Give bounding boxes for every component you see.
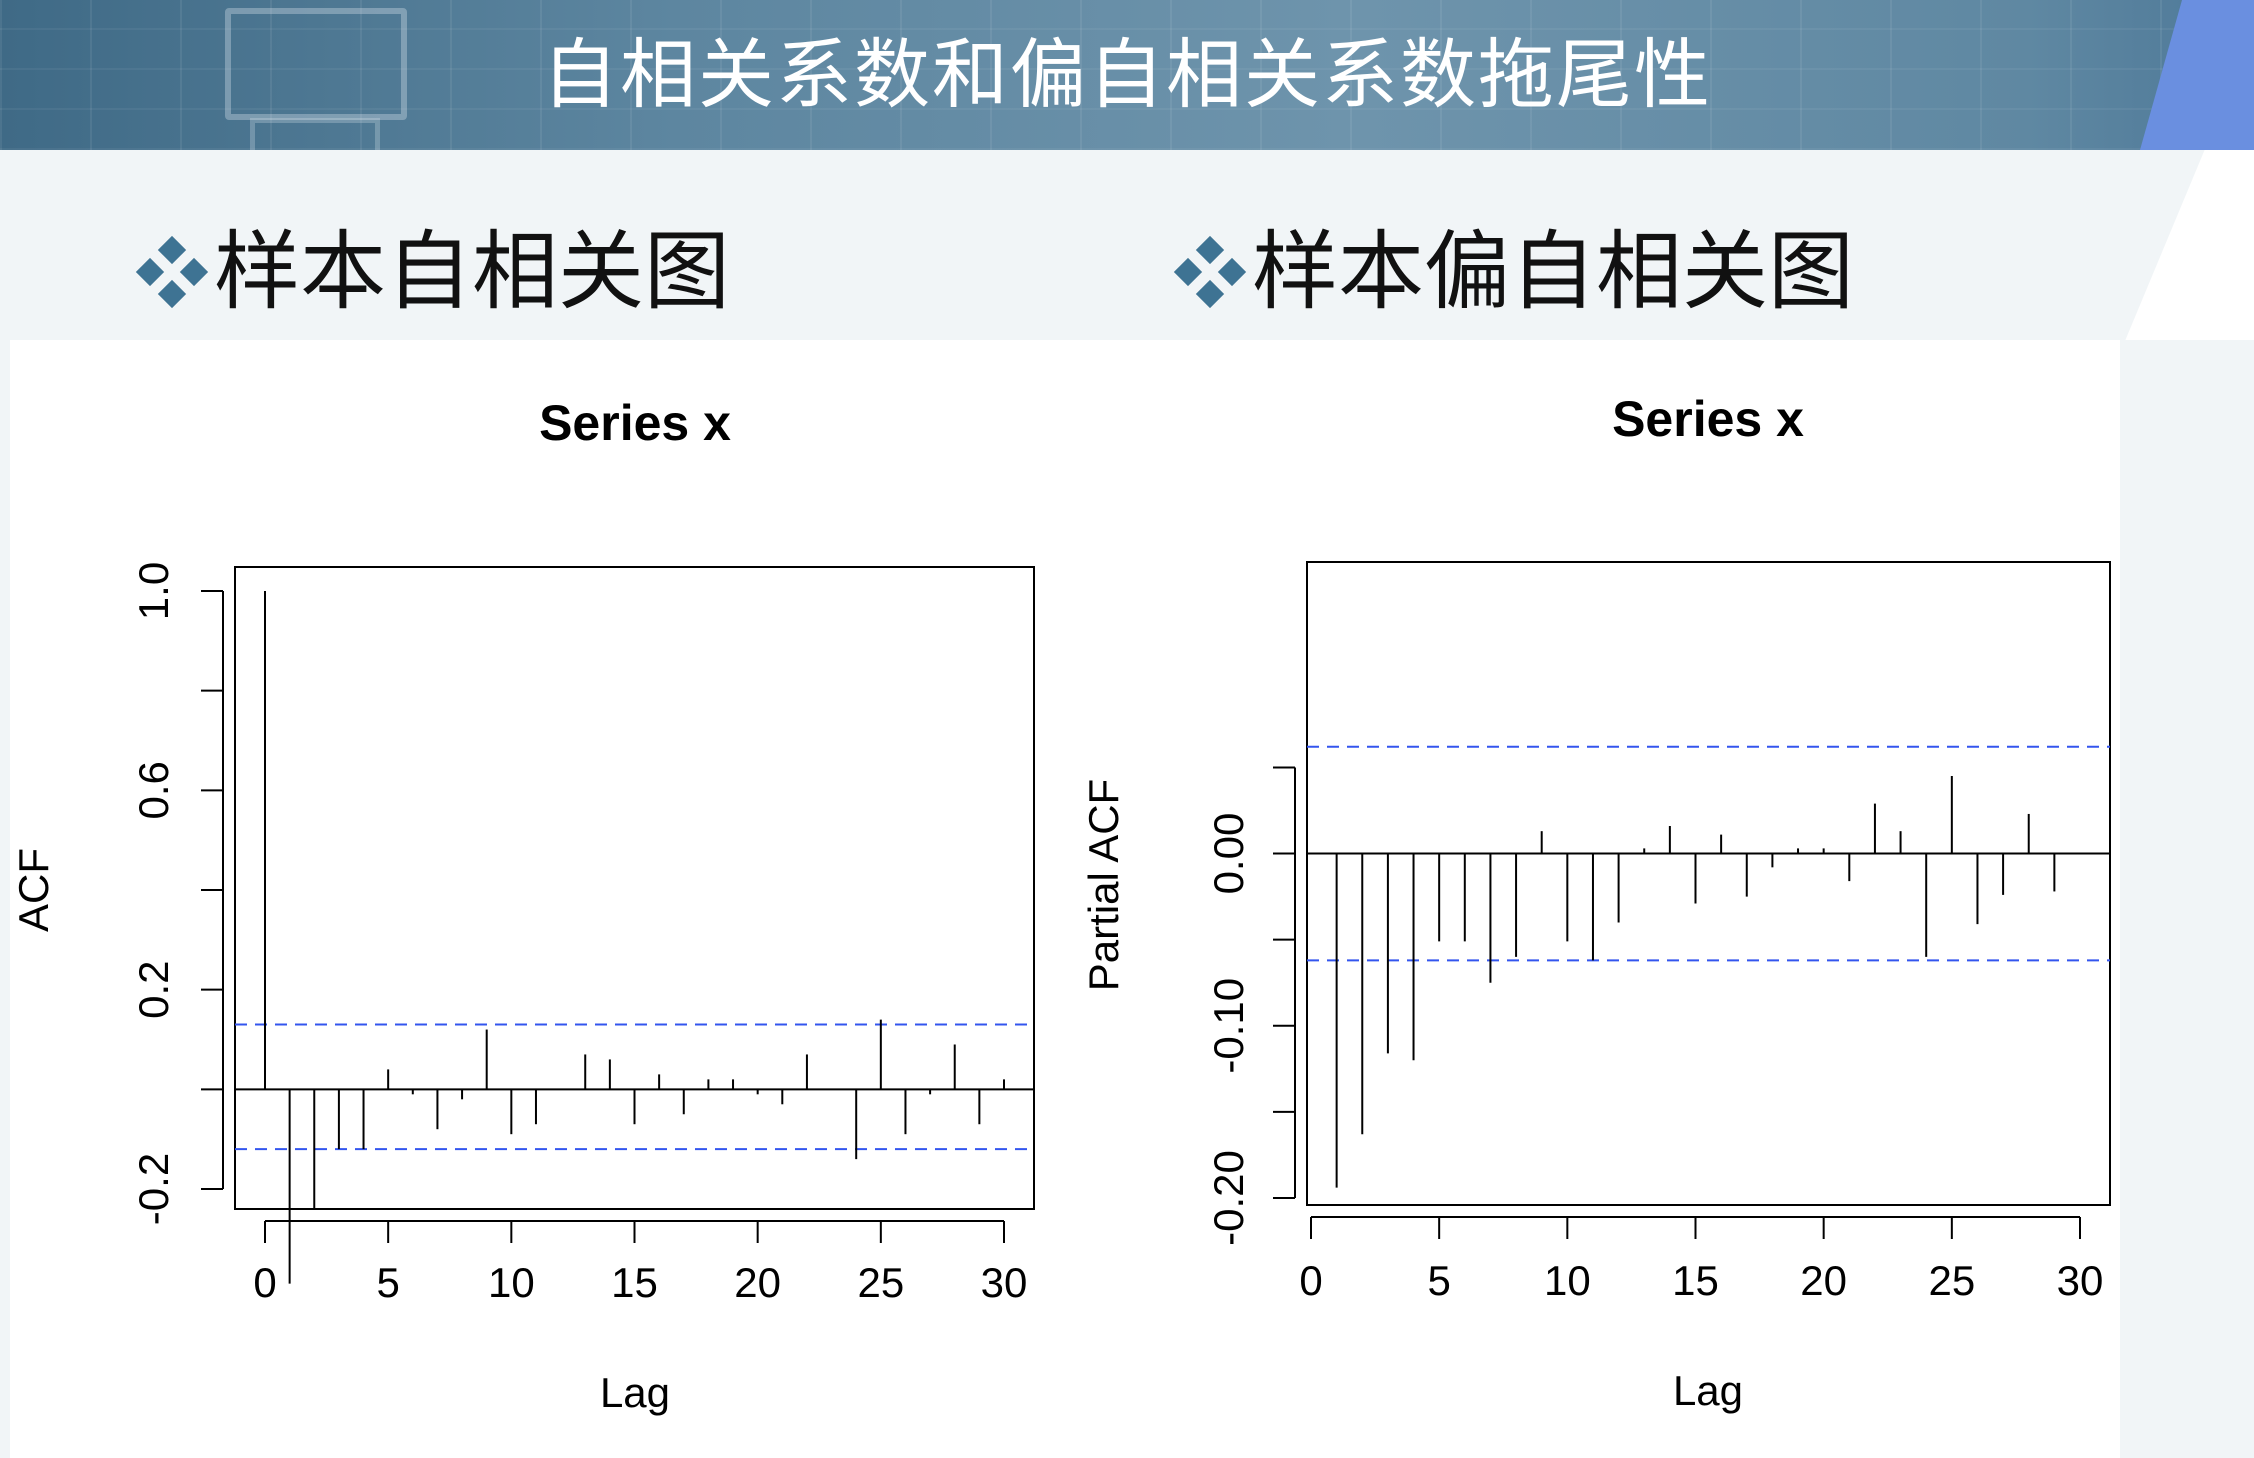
acf-x-tick-label-30: 30 (981, 1259, 1028, 1306)
acf-chart-title: Series x (539, 395, 731, 451)
acf-x-axis-label: Lag (600, 1369, 670, 1416)
acf-x-tick-label-10: 10 (488, 1259, 535, 1306)
acf-x-tick-label-5: 5 (376, 1259, 399, 1306)
pacf-y-axis-label: Partial ACF (1080, 779, 1127, 991)
pacf-y-tick-label-0.00: 0.00 (1205, 813, 1252, 895)
acf-subtitle-text: 样本自相关图 (214, 222, 730, 322)
pacf-x-tick-label-20: 20 (1800, 1257, 1847, 1304)
pacf-y-tick-label--0.20: -0.20 (1205, 1150, 1252, 1246)
acf-subtitle: 样本自相关图 (135, 222, 730, 322)
pacf-x-tick-label-15: 15 (1672, 1257, 1719, 1304)
acf-x-tick-label-0: 0 (253, 1259, 276, 1306)
monitor-stand-icon (250, 118, 380, 150)
pacf-plot-frame (1306, 561, 2111, 1206)
pacf-x-tick-label-30: 30 (2057, 1257, 2104, 1304)
pacf-x-tick-label-10: 10 (1544, 1257, 1591, 1304)
charts-panel (10, 340, 2120, 1458)
pacf-subtitle: 样本偏自相关图 (1173, 222, 1854, 322)
banner-texture (0, 0, 2254, 150)
acf-plot-frame (234, 566, 1035, 1210)
acf-y-tick-label-0.2: 0.2 (130, 960, 177, 1018)
acf-y-tick-label-0.6: 0.6 (130, 761, 177, 819)
computer-monitor-icon (225, 8, 407, 120)
title-banner: 自相关系数和偏自相关系数拖尾性 (0, 0, 2254, 150)
slide-title: 自相关系数和偏自相关系数拖尾性 (542, 30, 1712, 119)
acf-y-axis-label: ACF (10, 848, 57, 932)
acf-y-tick-label--0.2: -0.2 (130, 1153, 177, 1225)
acf-y-tick-label-1.0: 1.0 (130, 562, 177, 620)
pacf-y-tick-label--0.10: -0.10 (1205, 978, 1252, 1074)
pacf-x-tick-label-5: 5 (1427, 1257, 1450, 1304)
acf-x-tick-label-20: 20 (734, 1259, 781, 1306)
pacf-chart-title: Series x (1612, 391, 1804, 447)
pacf-x-tick-label-0: 0 (1299, 1257, 1322, 1304)
acf-x-tick-label-25: 25 (857, 1259, 904, 1306)
pacf-x-axis-label: Lag (1673, 1367, 1743, 1414)
acf-x-tick-label-15: 15 (611, 1259, 658, 1306)
pacf-x-tick-label-25: 25 (1928, 1257, 1975, 1304)
pacf-subtitle-text: 样本偏自相关图 (1252, 222, 1854, 322)
